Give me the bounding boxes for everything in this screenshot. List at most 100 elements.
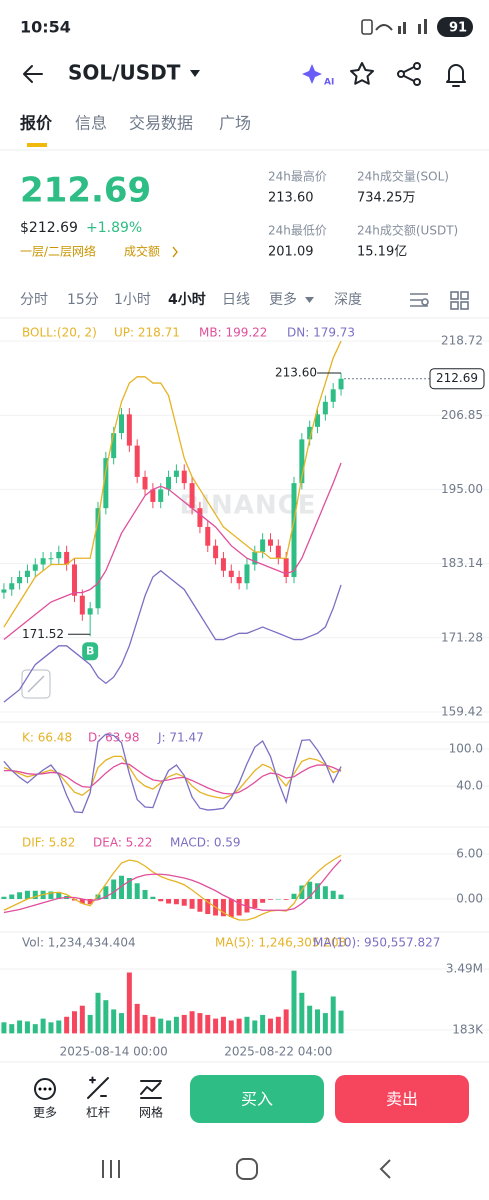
interval[interactable]: 日线 <box>222 292 250 308</box>
indicator-line <box>3 462 342 641</box>
sell-button[interactable] <box>335 1075 469 1123</box>
pair-title[interactable]: SOL/USDT <box>68 61 181 85</box>
pair-dropdown[interactable] <box>190 70 200 77</box>
chart-settings[interactable] <box>410 293 429 307</box>
macd-bar <box>1 896 7 900</box>
stat-value: 213.60 <box>268 191 314 206</box>
candle-body <box>158 489 164 502</box>
nav-bar[interactable] <box>102 1158 391 1180</box>
macd-bar <box>166 899 172 904</box>
candle-body <box>236 576 242 584</box>
macd-bar <box>228 899 234 918</box>
share-button[interactable] <box>397 62 421 86</box>
tab[interactable]: 广场 <box>219 114 251 133</box>
legend-entry: D: 63.98 <box>88 731 139 745</box>
legend-entry: BOLL:(20, 2) <box>22 326 97 340</box>
volume-bar <box>158 1018 164 1034</box>
volume-bar <box>307 1005 313 1034</box>
layout-button[interactable] <box>450 291 469 310</box>
y-tick-label: 40.0 <box>456 779 483 793</box>
volume-bar <box>150 1016 156 1034</box>
candle-body <box>56 551 62 559</box>
legend-entry: Vol: 1,234,434.404 <box>22 936 136 950</box>
candle-body <box>9 583 15 590</box>
volume-bar <box>205 1014 211 1034</box>
macd-bar <box>220 899 226 917</box>
candle-body <box>119 414 125 434</box>
sell-label[interactable]: 卖出 <box>386 1090 418 1109</box>
macd-bar <box>173 899 179 905</box>
ai-icon[interactable] <box>302 64 322 84</box>
candle-body <box>291 483 297 577</box>
sector-tag[interactable]: 一层/二层网络 <box>20 244 96 259</box>
macd-bar <box>17 892 23 900</box>
favorite-button[interactable] <box>350 62 374 85</box>
macd-bar <box>275 899 281 900</box>
volume-bar <box>260 1014 266 1034</box>
macd-bar <box>338 894 344 900</box>
macd-bar <box>48 891 54 900</box>
candle-body <box>267 539 273 546</box>
macd-bar <box>189 899 195 909</box>
volume-bar <box>315 1009 321 1034</box>
usd-price: $212.69 <box>20 220 78 236</box>
volume-bar <box>330 996 336 1034</box>
volume-bar <box>283 1009 289 1034</box>
candle-body <box>260 539 266 552</box>
volume-bar <box>9 1024 15 1034</box>
legend-entry: MA(10): 950,557.827 <box>313 936 440 950</box>
candle-body <box>95 508 101 609</box>
candle-body <box>228 570 234 577</box>
candle-body <box>103 458 109 509</box>
macd-bar <box>197 899 203 912</box>
interval[interactable]: 4小时 <box>168 291 206 308</box>
candle-body <box>17 576 23 584</box>
charts: 218.72 206.85 195.00 183.14 171.28 159.42 BOLL… <box>1 326 485 1059</box>
interval[interactable]: 1小时 <box>114 292 151 308</box>
legend-entry: DEA: 5.22 <box>93 836 152 850</box>
leverage-icon[interactable] <box>87 1076 109 1099</box>
low-label: 171.52 <box>22 627 64 641</box>
candle-body <box>338 378 344 390</box>
volume-bar <box>338 1010 344 1034</box>
volume-bar <box>1 1022 7 1034</box>
action-label[interactable]: 更多 <box>33 1106 57 1120</box>
action-label[interactable]: 杠杆 <box>86 1105 110 1120</box>
alert-button[interactable] <box>446 64 466 87</box>
tab[interactable]: 信息 <box>75 114 107 133</box>
last-price: 212.69 <box>20 171 151 211</box>
tab[interactable]: 交易数据 <box>129 114 193 133</box>
buy-button[interactable] <box>190 1075 324 1123</box>
y-tick-label: 3.49M <box>446 962 483 976</box>
stat-label: 24h成交量(SOL) <box>357 169 449 184</box>
y-tick-label: 171.28 <box>441 630 483 644</box>
macd-bar <box>205 899 211 915</box>
interval[interactable]: 深度 <box>334 292 362 308</box>
interval[interactable]: 分时 <box>20 292 48 308</box>
action-label[interactable]: 网格 <box>139 1105 163 1120</box>
stat-value: 15.19亿 <box>357 245 407 260</box>
grid-icon[interactable] <box>140 1080 162 1099</box>
more-dropdown[interactable] <box>305 297 314 303</box>
volume-bar <box>181 1014 187 1034</box>
macd-bar <box>322 886 328 900</box>
legend-entry: K: 66.48 <box>22 731 72 745</box>
intervals: 分时 15分 1小时 4小时 日线 更多 深度 <box>20 291 362 308</box>
ai-badge: AI <box>324 78 334 88</box>
interval[interactable]: 更多 <box>269 291 297 308</box>
candle-body <box>283 558 289 577</box>
back-button[interactable] <box>23 65 43 83</box>
volume-bar <box>71 1011 77 1034</box>
last-price-label: 212.69 <box>436 371 478 385</box>
buy-label[interactable]: 买入 <box>241 1090 273 1109</box>
interval[interactable]: 15分 <box>67 292 99 308</box>
indicator-line <box>3 859 342 914</box>
volume-bar <box>103 1000 109 1034</box>
volume-bar <box>142 1014 148 1034</box>
macd-bar <box>24 890 30 900</box>
tab[interactable]: 报价 <box>20 114 53 133</box>
rank-tag[interactable]: 成交额 <box>124 244 160 259</box>
legend-entry: MACD: 0.59 <box>170 836 241 850</box>
draw-tool[interactable] <box>21 669 51 699</box>
more-icon[interactable] <box>34 1078 56 1100</box>
